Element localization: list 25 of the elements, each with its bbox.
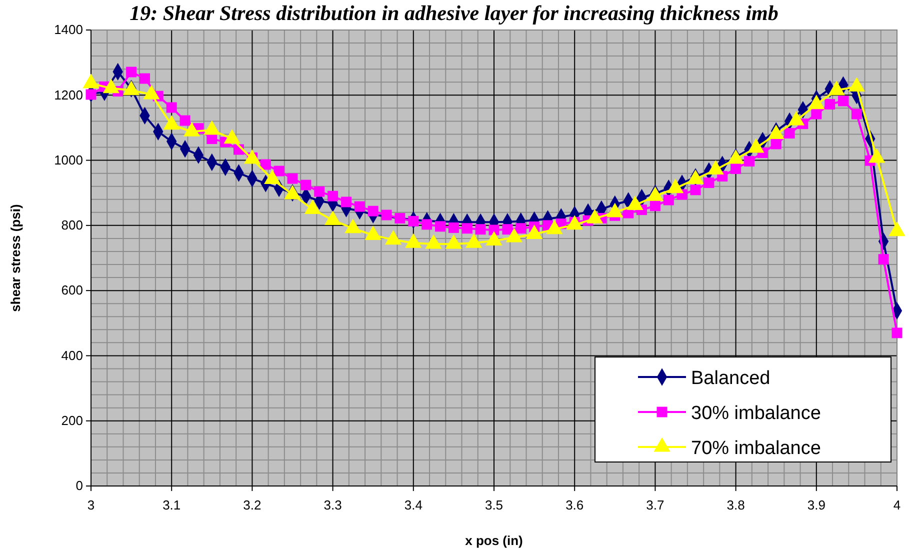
y-tick-label: 1200: [54, 87, 83, 102]
y-tick-label: 200: [61, 413, 83, 428]
x-tick-label: 3.1: [162, 498, 181, 513]
y-tick-label: 1000: [54, 152, 83, 168]
x-tick-label: 3.6: [566, 498, 584, 513]
x-tick-label: 3.2: [243, 498, 262, 513]
x-tick-label: 3.7: [646, 498, 664, 513]
x-tick-label: 3.5: [484, 498, 504, 513]
y-tick-label: 0: [76, 478, 83, 494]
x-axis-title: x pos (in): [465, 533, 523, 548]
x-tick-label: 3.3: [324, 498, 342, 513]
x-tick-label: 3.9: [807, 498, 826, 513]
legend-label: Balanced: [691, 368, 770, 389]
chart-title: 19: Shear Stress distribution in adhesive layer for increasing thickness imb: [130, 1, 778, 25]
y-tick-label: 600: [61, 282, 83, 298]
x-tick-label: 3: [87, 498, 95, 513]
x-tick-label: 3.4: [404, 498, 422, 513]
x-tick-label: 3.8: [726, 498, 745, 513]
legend-label: 30% imbalance: [691, 403, 821, 424]
legend-label: 70% imbalance: [691, 438, 821, 459]
x-tick-label: 4: [893, 498, 901, 513]
y-tick-label: 800: [61, 218, 83, 233]
y-axis-title: shear stress (psi): [8, 204, 23, 312]
y-tick-label: 1400: [54, 22, 83, 38]
y-tick-label: 400: [61, 348, 83, 363]
